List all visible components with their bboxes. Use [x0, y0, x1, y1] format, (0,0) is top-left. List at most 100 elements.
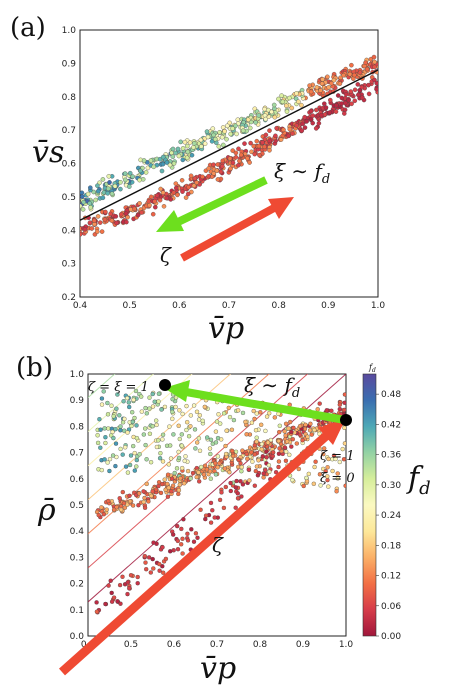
panel-b-point — [239, 464, 244, 470]
panel-b-point — [324, 408, 329, 413]
panel-a-point — [146, 199, 151, 204]
panel-a-point — [159, 168, 165, 174]
panel-a-point — [153, 204, 158, 210]
panel-b-red-arrowhead — [318, 418, 346, 445]
panel-b-y-tick-label: 0.5 — [70, 501, 84, 511]
panel-b-point — [313, 459, 318, 464]
panel-b-point — [171, 432, 176, 437]
panel-b-point — [150, 424, 155, 429]
panel-a-point — [357, 87, 363, 93]
panel-b-point — [253, 428, 259, 433]
panel-a-point — [234, 131, 239, 137]
panel-b-point — [334, 489, 339, 494]
panel-a-y-ticks: 0.2 0.3 0.4 0.5 0.6 0.7 0.8 0.9 1.0 — [62, 26, 77, 303]
panel-b-point — [107, 456, 113, 462]
panel-b-point — [323, 469, 328, 474]
panel-a-point — [108, 211, 113, 217]
panel-b-point — [284, 449, 289, 454]
panel-a-point — [262, 144, 267, 150]
panel-a-point — [366, 91, 372, 97]
panel-b-point — [170, 416, 175, 421]
panel-a-point — [308, 89, 314, 95]
panel-b-point — [213, 440, 219, 445]
panel-a-point — [97, 220, 103, 225]
panel-b-point — [276, 459, 282, 464]
panel-a-point — [105, 191, 110, 196]
panel-a-point — [236, 163, 241, 168]
panel-b-point — [296, 466, 301, 472]
panel-b-point — [120, 452, 125, 457]
panel-a-point — [348, 89, 354, 94]
panel-b-point — [96, 512, 101, 518]
panel-a-point — [191, 183, 197, 188]
panel-a-point — [262, 106, 267, 112]
panel-b-point — [305, 434, 310, 439]
panel-b-point — [251, 408, 256, 414]
panel-b-point — [212, 515, 217, 520]
panel-b-point — [240, 482, 246, 487]
panel-b-points — [94, 388, 346, 615]
panel-b-point — [146, 499, 151, 504]
panel-a-point — [189, 152, 195, 158]
panel-a-point — [230, 148, 235, 153]
panel-a-point — [314, 107, 319, 113]
panel-a-point — [273, 133, 278, 139]
panel-a-point — [290, 131, 295, 136]
panel-a-point — [349, 101, 354, 107]
panel-a-point — [103, 209, 108, 215]
panel-a-x-axis-label: v̄p — [208, 311, 244, 346]
panel-b-point — [175, 538, 180, 544]
panel-b-y-tick-label: 1.0 — [70, 370, 85, 380]
panel-a-y-tick-label: 1.0 — [62, 26, 77, 36]
panel-b-point — [125, 430, 130, 435]
panel-b-point — [202, 404, 207, 410]
panel-b-x-tick-label: 0.9 — [296, 640, 311, 650]
panel-b-marker-top-right — [340, 414, 352, 426]
panel-b-green-arrow — [185, 388, 346, 424]
panel-b-point — [121, 501, 127, 506]
panel-a-point — [308, 108, 314, 114]
panel-a-point — [233, 123, 238, 129]
panel-b-point — [143, 442, 148, 448]
panel-b-point — [170, 409, 175, 415]
panel-a-point — [164, 160, 170, 165]
panel-b-point — [156, 438, 161, 443]
panel-a-fit-line — [79, 69, 379, 221]
panel-b-point — [156, 483, 161, 489]
panel-a-point — [151, 164, 156, 170]
panel-a-point — [141, 158, 147, 163]
panel-b-point — [337, 402, 342, 407]
panel-b-point — [201, 472, 207, 477]
panel-a-point — [135, 212, 141, 218]
panel-b-point — [108, 578, 113, 583]
colorbar-tick-label: 0.12 — [381, 572, 401, 582]
panel-a-green-arrowhead — [156, 210, 184, 232]
panel-a-label: (a) — [10, 13, 46, 43]
panel-b-point — [156, 399, 161, 404]
panel-a-point — [157, 197, 163, 203]
panel-a-point — [106, 174, 112, 179]
panel-b-point — [125, 591, 130, 597]
panel-a-point — [343, 92, 349, 97]
panel-b-point — [99, 467, 104, 473]
panel-b-point — [133, 388, 139, 394]
panel-a-point — [327, 110, 333, 115]
panel-b-point — [245, 456, 250, 461]
panel-a-y-axis-label: v̄s — [32, 135, 64, 170]
panel-a-point — [237, 158, 242, 164]
panel-b-point — [258, 410, 263, 415]
panel-a-point — [326, 85, 331, 90]
panel-a-point — [227, 120, 232, 126]
panel-a-point — [194, 180, 199, 185]
panel-a-point — [342, 107, 348, 113]
panel-a-point — [154, 193, 160, 198]
panel-a-point — [91, 218, 97, 223]
panel-b-point — [135, 581, 140, 586]
panel-b-point — [315, 407, 320, 412]
panel-a-point — [281, 127, 286, 133]
panel-b-point — [198, 507, 203, 512]
panel-a-point — [335, 93, 341, 98]
panel-b-point — [243, 419, 248, 425]
panel-b-point — [168, 443, 173, 448]
panel-a-point — [182, 139, 188, 145]
